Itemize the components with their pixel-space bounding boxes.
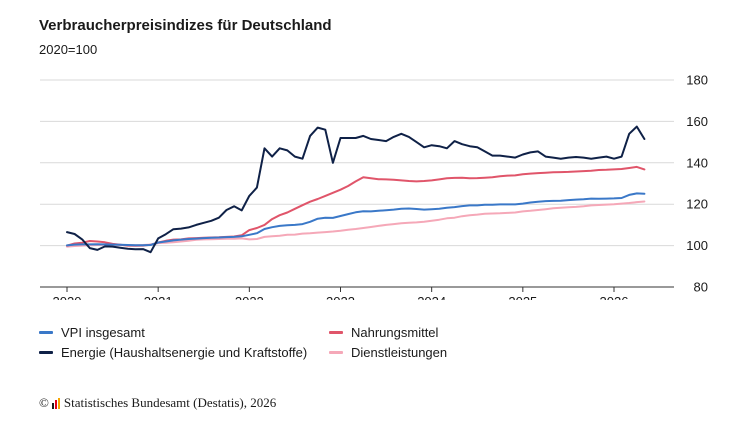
x-tick-label: 2025 [508,294,537,300]
y-tick-label: 80 [694,280,708,295]
legend-item-dienstleistungen: Dienstleistungen [329,345,447,360]
series-line-3 [66,200,646,248]
x-tick-label: 2020 [53,294,82,300]
series-line-2 [66,125,646,254]
chart-subtitle: 2020=100 [39,42,98,57]
series-line-0 [66,192,646,247]
source-text: Statistisches Bundesamt (Destatis), 2026 [63,395,277,410]
legend-label-vpi: VPI insgesamt [61,325,145,340]
x-tick-label: 2022 [235,294,264,300]
y-tick-label: 100 [686,238,708,253]
legend-item-energie: Energie (Haushaltsenergie und Kraftstoff… [39,345,307,360]
legend-item-vpi: VPI insgesamt [39,325,145,340]
destatis-logo-icon [51,397,60,409]
x-tick-label: 2024 [417,294,446,300]
legend-swatch-nahrungsmittel [329,331,343,334]
line-chart: 80 100 120 140 160 180 2020 2021 2022 2023 2024 202… [40,73,708,300]
x-tick-label: 2021 [144,294,173,300]
source-credit: © Statistisches Bundesamt (Destatis), 20… [39,395,276,411]
legend-swatch-energie [39,351,53,354]
legend-item-nahrungsmittel: Nahrungsmittel [329,325,438,340]
y-tick-label: 160 [686,114,708,129]
y-tick-label: 120 [686,197,708,212]
x-tick-label: 2023 [326,294,355,300]
copyright-symbol: © [39,395,49,410]
legend-label-dienstleistungen: Dienstleistungen [351,345,448,360]
legend-swatch-dienstleistungen [329,351,343,354]
legend-label-energie: Energie (Haushaltsenergie und Kraftstoff… [61,345,308,360]
legend-swatch-vpi [39,331,53,334]
series-line-1 [66,165,646,247]
x-tick-label: 2026 [600,294,629,300]
chart-title: Verbraucherpreisindizes für Deutschland [39,17,332,34]
legend-label-nahrungsmittel: Nahrungsmittel [351,325,439,340]
y-tick-label: 180 [686,73,708,88]
y-tick-label: 140 [686,155,708,170]
